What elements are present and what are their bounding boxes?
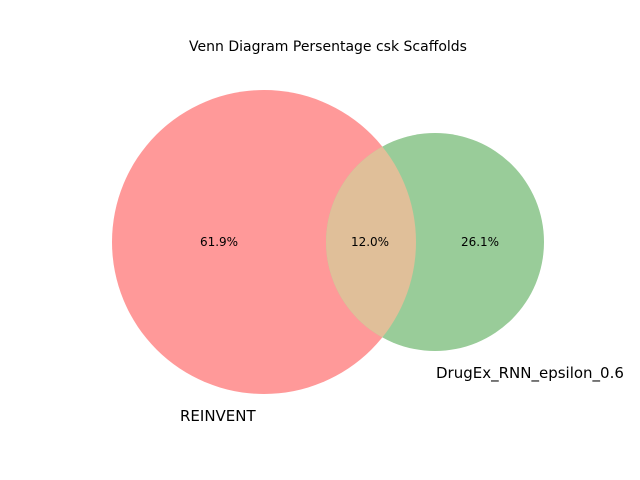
set-a-circle — [112, 90, 416, 394]
region-only-b-label: 26.1% — [461, 235, 499, 249]
region-only-a-label: 61.9% — [200, 235, 238, 249]
set-a-label: REINVENT — [180, 407, 257, 425]
set-b-label: DrugEx_RNN_epsilon_0.6 — [436, 364, 624, 383]
region-overlap-label: 12.0% — [351, 235, 389, 249]
overlap-region — [326, 133, 416, 351]
diagram-title: Venn Diagram Persentage csk Scaffolds — [189, 39, 467, 55]
